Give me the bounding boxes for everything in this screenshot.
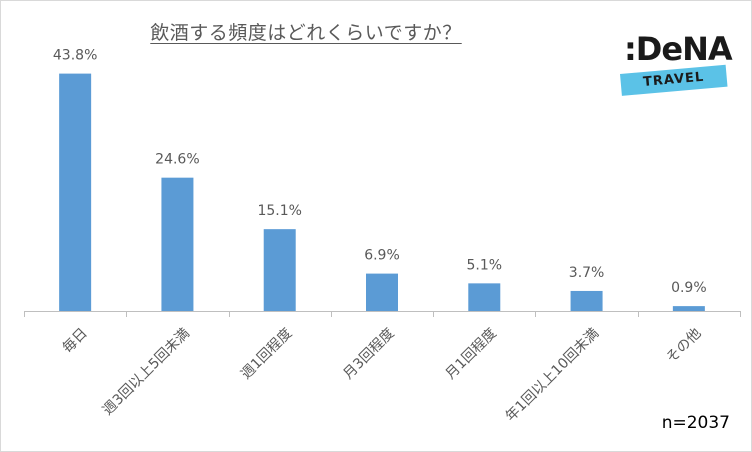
sample-size-note: n=2037 [661,413,730,433]
category-label: 週3回以上5回未満 [100,325,193,418]
bar [672,306,705,311]
value-label: 6.9% [364,248,400,264]
category-label: 週1回程度 [238,325,295,382]
bar [263,229,296,311]
value-label: 0.9% [671,280,707,296]
bar [570,290,603,311]
bar [161,177,194,311]
x-axis-ticks [24,311,741,317]
bar [59,73,92,311]
category-label: 月3回程度 [340,325,397,382]
category-label: 毎日 [60,325,91,356]
value-label: 43.8% [53,48,97,64]
value-label: 5.1% [466,257,502,273]
category-labels: 毎日 週3回以上5回未満 週1回程度 月3回程度 月1回程度 年1回以上10回未満 その他 [60,325,705,425]
category-label: 月1回程度 [443,325,500,382]
category-label: その他 [663,325,704,366]
logo-main-text: :DeNA [624,30,733,68]
bar [366,273,398,311]
value-labels: 43.8% 24.6% 15.1% 6.9% 5.1% 3.7% 0.9% [53,48,707,297]
bar [468,283,501,311]
bar-group [59,73,705,311]
value-label: 24.6% [155,152,199,168]
category-label: 年1回以上10回未満 [503,325,603,425]
value-label: 3.7% [569,265,605,281]
dena-travel-logo: :DeNA TRAVEL [618,30,736,102]
chart-title: 飲酒する頻度はどれくらいですか？ [150,22,462,44]
value-label: 15.1% [257,203,301,219]
